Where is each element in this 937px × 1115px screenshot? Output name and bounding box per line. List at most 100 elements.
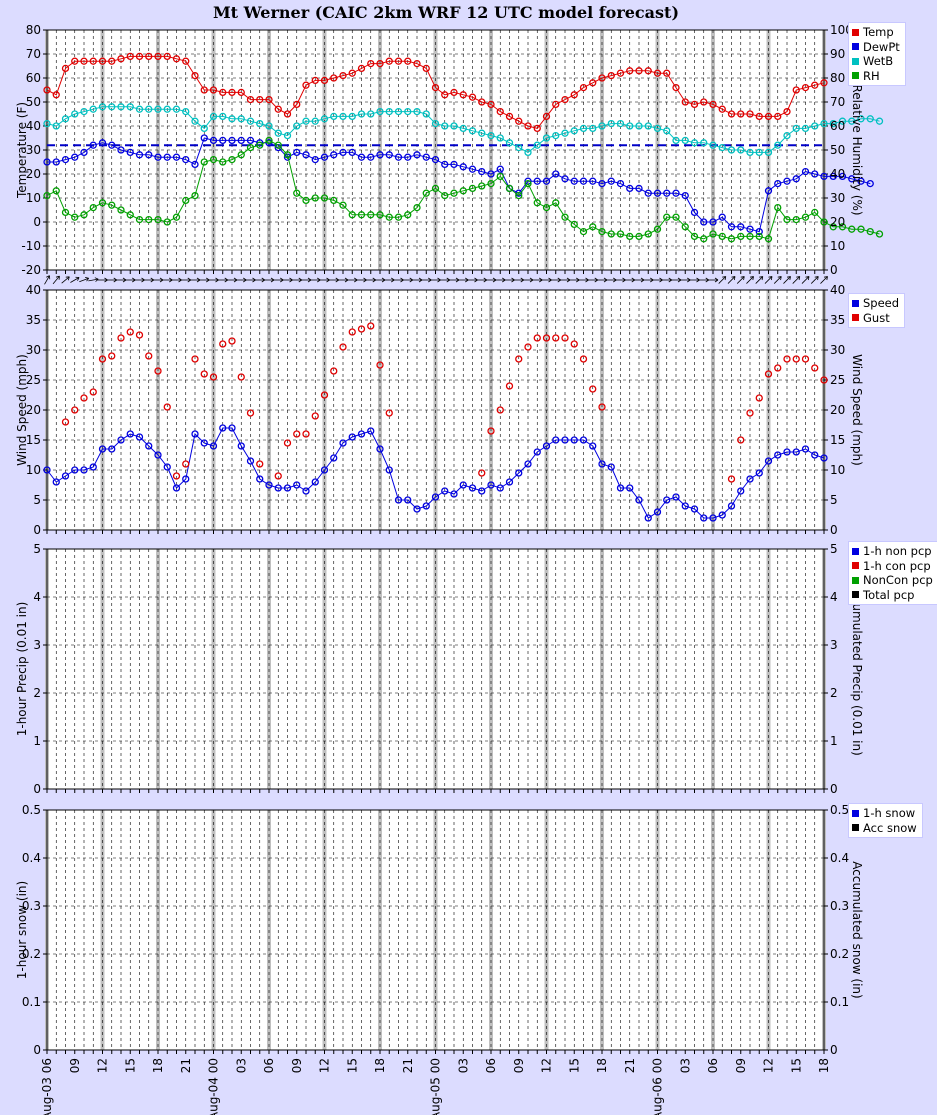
data-point-wetb — [126, 103, 134, 111]
wind-arrow — [661, 277, 672, 283]
data-point-gust — [61, 418, 70, 426]
data-point-gust — [348, 328, 356, 336]
data-point-rh — [376, 211, 384, 219]
wind-arrow-head — [759, 276, 764, 281]
y-tick-label-right: 0 — [830, 782, 838, 796]
data-point-dewpt — [496, 165, 504, 173]
data-point-dewpt — [450, 160, 458, 169]
wind-arrow — [458, 277, 469, 283]
data-point-gust — [330, 367, 338, 375]
data-point-wetb — [80, 107, 88, 116]
data-point-rh — [256, 141, 264, 149]
data-point-temp — [468, 93, 477, 101]
legend-item: 1-h con pcp — [852, 559, 933, 574]
data-point-rh — [43, 191, 51, 200]
data-point-rh — [293, 189, 301, 197]
data-point-dewpt — [135, 151, 144, 159]
data-point-dewpt — [783, 177, 791, 185]
data-point-dewpt — [126, 148, 134, 157]
y-tick-label-right: 30 — [830, 191, 845, 205]
y-tick-label-right: 80 — [830, 71, 845, 85]
wind-arrow — [282, 277, 293, 283]
data-point-rh — [191, 191, 199, 200]
wind-arrow — [783, 276, 791, 284]
x-tick-label: 09 — [734, 1058, 748, 1073]
data-point-gust — [98, 355, 107, 363]
y-tick-label: 5 — [33, 542, 41, 556]
x-tick-label: Aug-03 06 — [40, 1058, 54, 1115]
data-point-temp — [681, 98, 689, 106]
wind-arrow — [708, 277, 719, 283]
data-point-rh — [450, 189, 458, 197]
wind-arrow — [347, 277, 358, 283]
y-tick-label: 0.4 — [22, 851, 41, 865]
wind-arrow-head — [805, 276, 810, 281]
data-point-gust — [505, 382, 514, 390]
data-point-wetb — [755, 148, 763, 157]
data-point-dewpt — [367, 153, 375, 161]
wind-arrow-shaft — [810, 276, 819, 284]
data-point-temp — [43, 86, 51, 94]
data-point-rh — [209, 155, 218, 164]
panel-precip — [43, 548, 828, 793]
data-point-speed — [330, 454, 338, 462]
data-point-gust — [145, 352, 153, 360]
wind-arrow — [171, 277, 182, 283]
data-point-wetb — [848, 117, 856, 125]
data-point-rh — [98, 199, 107, 207]
data-point-speed — [219, 424, 227, 432]
wind-arrow — [449, 277, 460, 283]
data-point-rh — [727, 235, 736, 243]
data-point-dewpt — [431, 155, 440, 164]
wind-arrow-head — [740, 276, 745, 281]
data-point-temp — [496, 107, 504, 116]
data-point-wetb — [616, 119, 625, 128]
data-point-temp — [422, 64, 430, 73]
data-point-rh — [182, 196, 190, 205]
data-point-speed — [108, 445, 116, 453]
data-point-dewpt — [700, 218, 708, 226]
data-point-dewpt — [330, 151, 338, 159]
wind-arrow-head — [65, 276, 70, 281]
y-tick-label-right: 0 — [830, 1043, 838, 1057]
data-point-gust — [126, 328, 134, 336]
data-point-temp — [404, 57, 412, 65]
x-tick-label: 09 — [68, 1058, 82, 1073]
wind-arrow — [680, 277, 691, 283]
y-axis-label: 1-hour Precip (0.01 in) — [15, 602, 29, 737]
wind-arrow — [718, 276, 727, 284]
y-tick-label: 20 — [26, 167, 41, 181]
data-point-gust — [811, 364, 819, 372]
data-point-dewpt — [653, 189, 662, 197]
data-point-speed — [126, 430, 134, 438]
wind-arrow — [79, 277, 90, 283]
data-point-gust — [755, 394, 763, 402]
data-point-gust — [89, 388, 97, 396]
data-point-dewpt — [737, 223, 745, 231]
data-point-dewpt — [746, 225, 754, 233]
data-point-dewpt — [709, 218, 717, 226]
wind-arrow — [227, 277, 238, 283]
data-point-gust — [783, 355, 791, 363]
wind-arrow — [153, 277, 164, 283]
data-point-dewpt — [348, 148, 356, 157]
data-point-speed — [348, 433, 356, 441]
data-point-temp — [783, 107, 791, 116]
data-point-rh — [413, 203, 421, 212]
y-axis-label-right: Accumulated snow (in) — [850, 861, 864, 998]
data-point-temp — [228, 88, 236, 97]
data-point-gust — [71, 406, 79, 414]
data-point-gust — [561, 334, 569, 342]
data-point-wetb — [690, 139, 699, 147]
legend-item: WetB — [852, 54, 900, 69]
x-tick-label: 18 — [373, 1058, 387, 1073]
legend-swatch — [852, 576, 859, 584]
legend-swatch — [852, 562, 859, 570]
wind-arrow-head — [731, 276, 736, 281]
data-point-rh — [635, 232, 643, 241]
data-point-gust — [542, 334, 551, 342]
data-point-rh — [607, 230, 615, 238]
data-point-dewpt — [182, 155, 190, 164]
data-point-speed — [357, 430, 366, 438]
x-tick-label: 15 — [567, 1058, 581, 1073]
